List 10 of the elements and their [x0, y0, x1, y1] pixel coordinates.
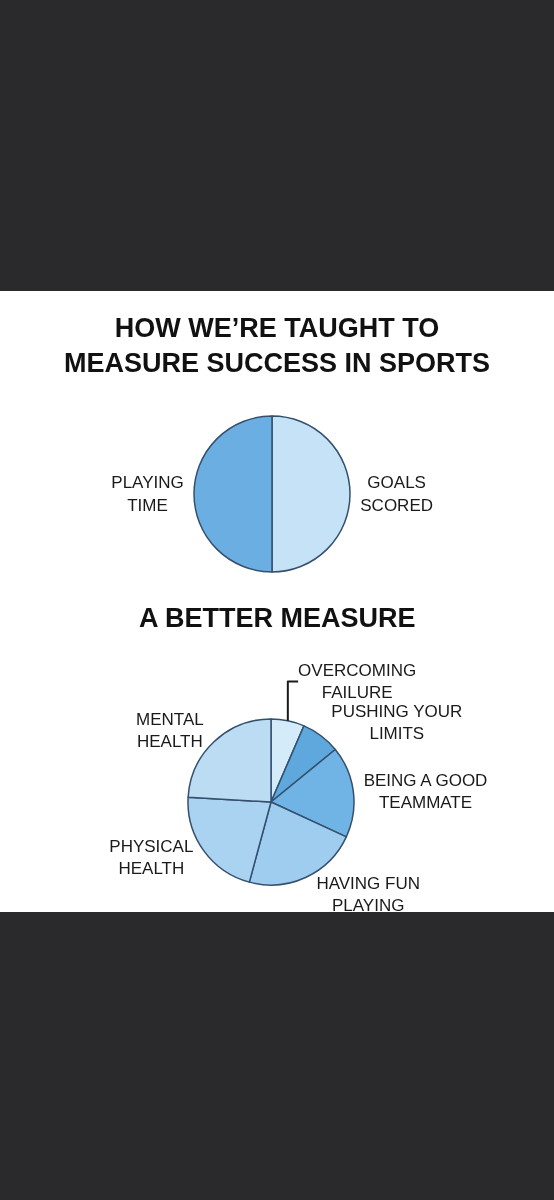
- slice-label: GOALS SCORED: [360, 473, 434, 515]
- slice-label: BEING A GOOD TEAMMATE: [363, 770, 488, 812]
- slice-label: PUSHING YOUR LIMITS: [331, 702, 463, 744]
- chart-title: A BETTER MEASURE: [139, 603, 416, 633]
- slice-label: PLAYING TIME: [111, 473, 184, 515]
- slice-label: MENTAL HEALTH: [136, 710, 204, 752]
- chart-title: HOW WE’RE TAUGHT TO MEASURE SUCCESS IN SPORTS: [64, 313, 491, 379]
- slice-label: HAVING FUN PLAYING: [316, 873, 420, 915]
- slice-label: OVERCOMING FAILURE: [298, 661, 417, 703]
- slice-label: PHYSICAL HEALTH: [109, 837, 194, 879]
